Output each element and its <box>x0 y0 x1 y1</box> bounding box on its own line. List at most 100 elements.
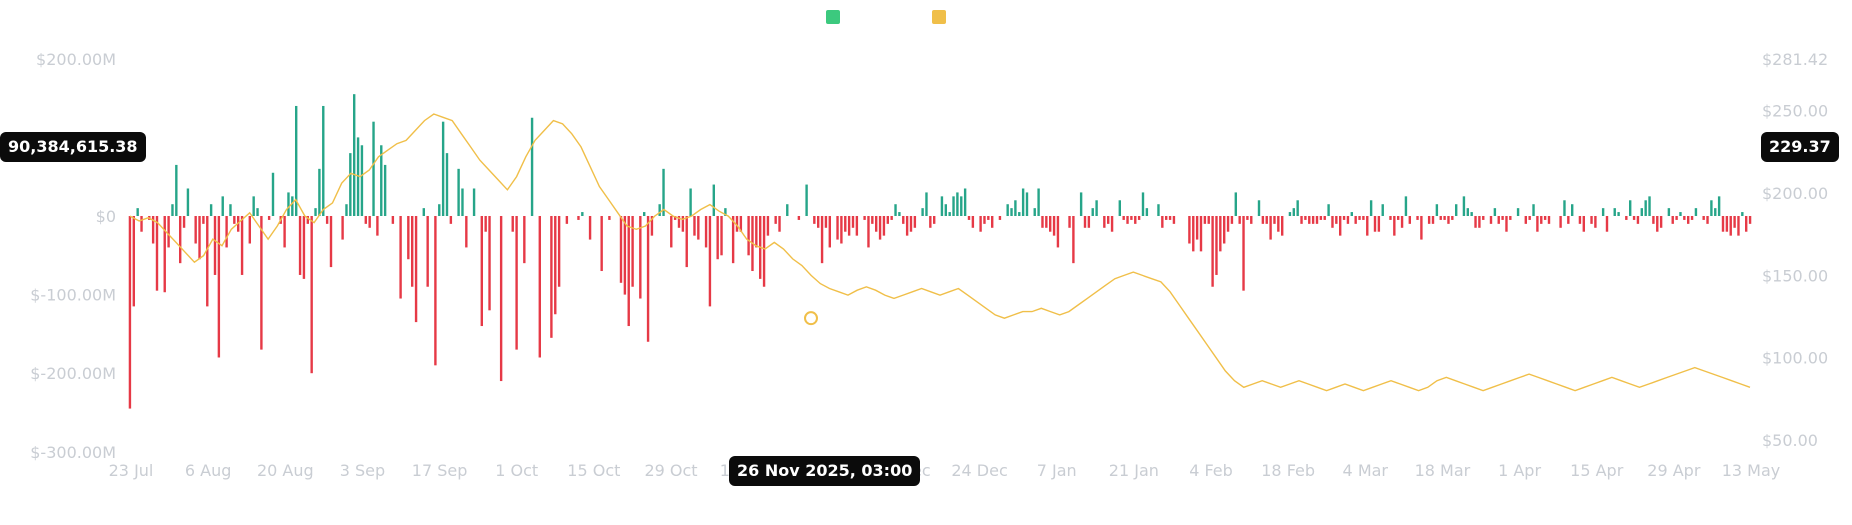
outflow-bar <box>840 216 843 244</box>
outflow-bar <box>685 216 688 268</box>
outflow-bar <box>1219 216 1222 252</box>
tooltip-left-value: 90,384,615.38 <box>0 132 146 162</box>
outflow-bar <box>600 216 603 272</box>
legend-swatch-price[interactable] <box>932 10 946 24</box>
outflow-bar <box>673 216 677 220</box>
outflow-bar <box>1687 216 1690 224</box>
outflow-bar <box>1130 216 1133 220</box>
outflow-bar <box>1362 216 1365 220</box>
inflow-bar <box>1613 208 1616 216</box>
outflow-bar <box>998 216 1002 220</box>
inflow-bar <box>1381 204 1384 216</box>
legend-swatch-inflow[interactable] <box>826 10 840 24</box>
outflow-bar <box>1308 216 1311 224</box>
hover-point <box>804 311 818 326</box>
outflow-bar <box>1354 216 1357 224</box>
outflow-bar <box>1211 216 1214 287</box>
outflow-bar <box>1172 216 1176 224</box>
inflow-bar <box>175 164 178 216</box>
outflow-bar <box>1408 216 1411 224</box>
inflow-bar <box>1644 200 1647 216</box>
inflow-bar <box>380 145 383 216</box>
outflow-bar <box>182 216 186 228</box>
outflow-bar <box>298 216 302 275</box>
outflow-bar <box>217 216 221 358</box>
outflow-bar <box>1605 216 1609 232</box>
outflow-bar <box>1559 216 1562 228</box>
inflow-bar <box>1470 212 1473 216</box>
inflow-bar <box>1667 208 1671 216</box>
outflow-bar <box>1041 216 1044 228</box>
inflow-bar <box>1037 188 1040 216</box>
outflow-bar <box>310 216 313 374</box>
outflow-bar <box>155 216 159 291</box>
inflow-bar <box>581 212 584 216</box>
inflow-bar <box>1404 196 1408 216</box>
outflow-bar <box>1420 216 1423 240</box>
outflow-bar <box>167 216 170 248</box>
inflow-bar <box>960 196 963 216</box>
x-axis-tick: 15 Apr <box>1570 461 1624 480</box>
outflow-bar <box>813 216 816 224</box>
outflow-bar <box>847 216 851 236</box>
inflow-bar <box>1648 196 1651 216</box>
outflow-bar <box>1675 216 1678 220</box>
x-axis-tick: 20 Aug <box>257 461 314 480</box>
outflow-bar <box>1342 216 1346 220</box>
outflow-bar <box>1226 216 1230 232</box>
inflow-bar <box>1640 208 1643 216</box>
outflow-bar <box>1207 216 1210 224</box>
outflow-bar <box>1397 216 1400 220</box>
outflow-bar <box>1195 216 1199 240</box>
outflow-bar <box>1478 216 1481 228</box>
inflow-bar <box>1091 208 1094 216</box>
outflow-bar <box>844 216 847 232</box>
right-axis-tick: $250.00 <box>1762 102 1828 121</box>
outflow-bar <box>1273 216 1276 224</box>
inflow-bar <box>921 208 924 216</box>
outflow-bar <box>1188 216 1191 244</box>
outflow-bar <box>499 216 503 382</box>
outflow-bar <box>1447 216 1450 224</box>
outflow-bar <box>248 216 251 244</box>
inflow-bar <box>1292 208 1295 216</box>
outflow-bar <box>747 216 750 256</box>
inflow-bar <box>1257 200 1261 216</box>
outflow-bar <box>1733 216 1736 228</box>
x-axis-tick: 29 Oct <box>644 461 697 480</box>
legend <box>0 10 1852 30</box>
outflow-bar <box>1103 216 1106 228</box>
inflow-bar <box>1563 200 1566 216</box>
outflow-bar <box>704 216 708 248</box>
outflow-bar <box>1543 216 1547 220</box>
outflow-bar <box>1281 216 1284 236</box>
inflow-bar <box>898 212 901 216</box>
outflow-bar <box>1400 216 1404 228</box>
outflow-bar <box>983 216 986 224</box>
outflow-bar <box>1331 216 1334 228</box>
inflow-bar <box>1145 208 1149 216</box>
outflow-bar <box>1427 216 1431 224</box>
inflow-bar <box>322 105 325 216</box>
outflow-bar <box>646 216 650 342</box>
outflow-bar <box>1223 216 1226 244</box>
inflow-bar <box>345 204 348 216</box>
outflow-bar <box>1489 216 1493 224</box>
outflow-bar <box>1482 216 1485 220</box>
inflow-bar <box>1006 204 1009 216</box>
outflow-bar <box>480 216 483 327</box>
outflow-bar <box>538 216 541 358</box>
outflow-bar <box>1431 216 1435 224</box>
x-axis-tick: 17 Sep <box>412 461 468 480</box>
inflow-bar <box>643 212 646 216</box>
outflow-bar <box>132 216 135 307</box>
outflow-bar <box>407 216 410 260</box>
inflow-bar <box>952 196 955 216</box>
outflow-bar <box>1277 216 1280 232</box>
outflow-bar <box>623 216 627 295</box>
outflow-bar <box>1203 216 1207 224</box>
outflow-bar <box>971 216 975 228</box>
outflow-bar <box>399 216 402 299</box>
